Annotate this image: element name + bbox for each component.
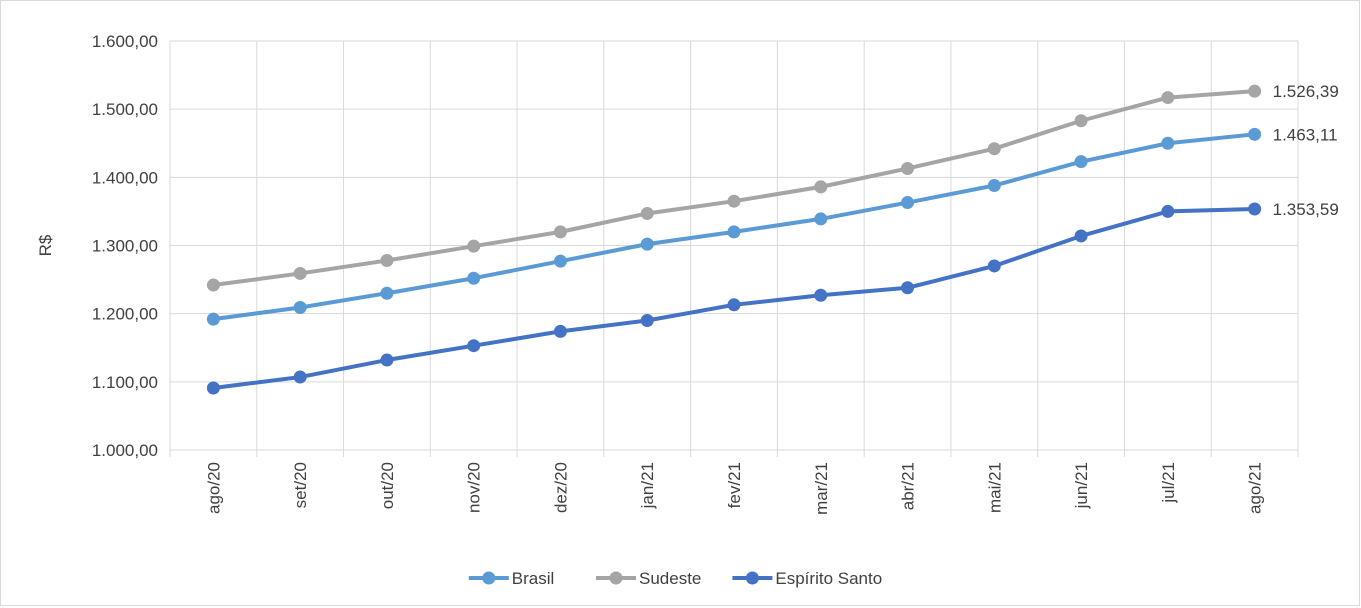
data-label: 1.526,39: [1273, 82, 1339, 101]
data-point: [1248, 127, 1262, 141]
data-point: [1161, 204, 1175, 218]
x-tick-label: nov/20: [465, 462, 484, 513]
y-axis-label: R$: [36, 234, 55, 256]
data-point: [206, 381, 220, 395]
legend-label: Espírito Santo: [775, 569, 882, 588]
data-point: [640, 206, 654, 220]
data-point: [467, 271, 481, 285]
series-line: [211, 89, 1257, 288]
y-tick-label: 1.200,00: [92, 305, 158, 324]
x-tick-label: ago/20: [204, 462, 223, 514]
y-tick-label: 1.000,00: [92, 441, 158, 460]
data-point: [1074, 155, 1088, 169]
data-point: [814, 212, 828, 226]
gridlines: [169, 40, 1299, 451]
x-tick-label: mar/21: [812, 462, 831, 515]
data-point: [467, 339, 481, 353]
y-tick-label: 1.300,00: [92, 237, 158, 256]
y-tick-label: 1.100,00: [92, 373, 158, 392]
data-point: [293, 370, 307, 384]
x-tick-label: set/20: [291, 462, 310, 508]
data-point: [727, 225, 741, 239]
x-tick-label: dez/20: [551, 462, 570, 513]
data-point: [1074, 114, 1088, 128]
data-point: [987, 142, 1001, 156]
x-tick-label: jun/21: [1072, 462, 1091, 509]
legend-marker: [482, 571, 496, 585]
data-point: [640, 313, 654, 327]
data-point: [206, 278, 220, 292]
data-label: 1.463,11: [1273, 125, 1338, 144]
legend-label: Brasil: [512, 569, 555, 588]
data-label: 1.353,59: [1273, 200, 1339, 219]
data-point: [380, 253, 394, 267]
legend-marker: [609, 571, 623, 585]
x-tick-label: fev/21: [725, 462, 744, 508]
data-point: [553, 225, 567, 239]
x-tick-label: jan/21: [638, 462, 657, 509]
data-point: [1161, 136, 1175, 150]
x-tick-label: out/20: [378, 462, 397, 509]
data-point: [987, 179, 1001, 193]
data-point: [380, 286, 394, 300]
data-point: [293, 266, 307, 280]
legend: Brasil Sudeste Espírito Santo: [468, 569, 882, 588]
data-point: [206, 312, 220, 326]
series-lines: [211, 89, 1257, 390]
y-tick-label: 1.500,00: [92, 100, 158, 119]
data-point: [901, 281, 915, 295]
y-axis: 1.000,00 1.100,00 1.200,00 1.300,00 1.400,00…: [92, 32, 158, 460]
x-axis: ago/20 set/20 out/20 nov/20 dez/20 jan/21 fev/…: [169, 450, 1299, 515]
data-point: [553, 254, 567, 268]
y-tick-label: 1.400,00: [92, 168, 158, 187]
series-markers: [206, 84, 1262, 395]
data-point: [901, 161, 915, 175]
data-point: [814, 288, 828, 302]
data-point: [380, 353, 394, 367]
legend-label: Sudeste: [639, 569, 701, 588]
legend-marker: [745, 571, 759, 585]
data-point: [1161, 91, 1175, 105]
data-point: [467, 239, 481, 253]
x-tick-label: abr/21: [899, 462, 918, 510]
x-tick-label: mai/21: [985, 462, 1004, 513]
data-point: [727, 194, 741, 208]
data-point: [1074, 229, 1088, 243]
data-point: [901, 196, 915, 210]
data-point: [640, 237, 654, 251]
y-tick-label: 1.600,00: [92, 32, 158, 51]
data-point: [1248, 202, 1262, 216]
data-point: [987, 259, 1001, 273]
data-point: [727, 298, 741, 312]
data-labels: 1.463,11 1.526,39 1.353,59: [1273, 82, 1339, 219]
data-point: [1248, 84, 1262, 98]
data-point: [814, 180, 828, 194]
data-point: [293, 301, 307, 315]
x-tick-label: jul/21: [1159, 462, 1178, 504]
x-tick-label: ago/21: [1246, 462, 1265, 514]
data-point: [553, 324, 567, 338]
